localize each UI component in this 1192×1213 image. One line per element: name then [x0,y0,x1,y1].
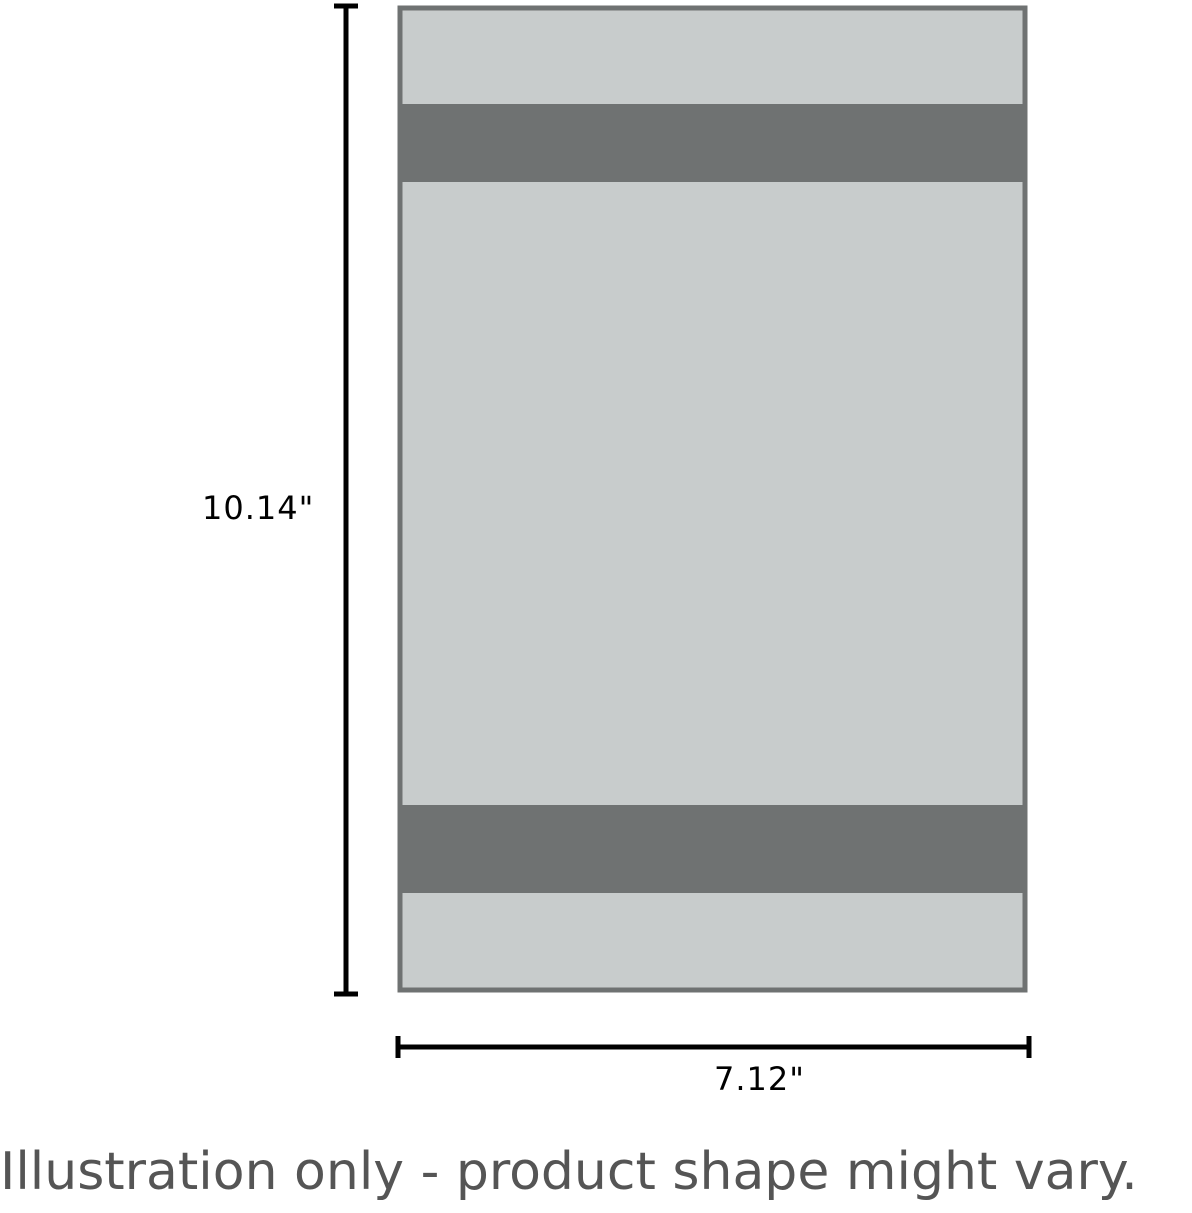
bottom-band [400,805,1025,893]
top-band [400,104,1025,182]
width-label: 7.12" [714,1060,805,1098]
width-dimension-line [395,1036,1032,1058]
height-dimension-line [334,3,358,997]
caption: Illustration only - product shape might … [0,1142,1138,1202]
height-label: 10.14" [202,489,315,527]
